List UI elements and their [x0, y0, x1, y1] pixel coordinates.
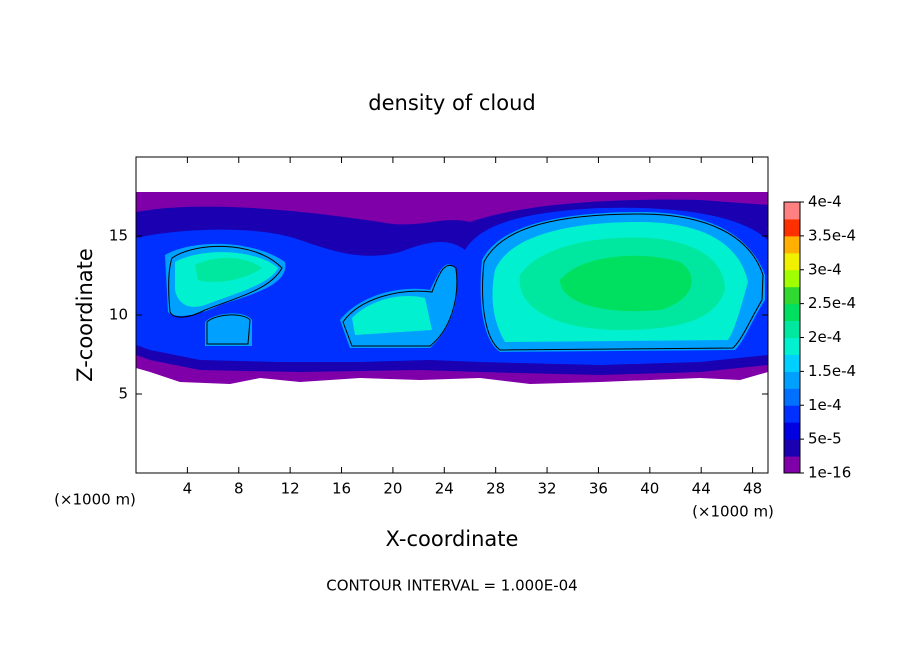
field: [136, 192, 768, 384]
colorbar-tick-label: 1.5e-4: [808, 362, 856, 380]
colorbar-tick-label: 3e-4: [808, 260, 842, 278]
chart-title: density of cloud: [368, 91, 535, 115]
colorbar-tick-label: 3.5e-4: [808, 226, 856, 244]
colorbar-swatch: [784, 456, 800, 474]
x-tick-label: 32: [538, 480, 557, 498]
x-axis-label: X-coordinate: [386, 527, 519, 551]
colorbar-swatch: [784, 371, 800, 389]
field-region: [195, 237, 725, 330]
colorbar-tick-label: 4e-4: [808, 193, 842, 211]
colorbar-tick-label: 1e-4: [808, 396, 842, 414]
colorbar-swatch: [784, 422, 800, 440]
x-tick-label: 12: [281, 480, 300, 498]
footer-note: CONTOUR INTERVAL = 1.000E-04: [326, 577, 577, 595]
colorbar-swatch: [784, 303, 800, 322]
contour-line: [342, 264, 458, 347]
y-tick-label: 15: [109, 227, 128, 245]
colorbar-swatch: [784, 269, 800, 288]
x-tick-label: 40: [640, 480, 659, 498]
colorbar-swatch: [784, 286, 800, 305]
contour-lines: [168, 213, 764, 351]
x-tick-label: 4: [183, 480, 193, 498]
x-tick-label: 36: [589, 480, 608, 498]
x-unit-label: (×1000 m): [54, 491, 136, 509]
colorbar-swatch: [784, 439, 800, 457]
contour-line: [168, 245, 283, 318]
x-tick-label: 16: [332, 480, 351, 498]
x-tick-label: 28: [486, 480, 505, 498]
y-tick-label: 10: [109, 306, 128, 324]
y-unit-label: (×1000 m): [692, 503, 774, 521]
colorbar-swatch: [784, 218, 800, 237]
y-axis-label: Z-coordinate: [73, 248, 97, 382]
x-tick-label: 20: [383, 480, 402, 498]
contour-line: [482, 213, 764, 351]
colorbar-swatch: [784, 405, 800, 423]
colorbar-tick-label: 2e-4: [808, 328, 842, 346]
colorbar-swatch: [784, 388, 800, 406]
y-tick-label: 5: [118, 385, 128, 403]
colorbar-swatch: [784, 354, 800, 372]
x-tick-label: 24: [435, 480, 454, 498]
colorbar-tick-label: 2.5e-4: [808, 294, 856, 312]
colorbar-swatch: [784, 337, 800, 355]
x-tick-label: 48: [743, 480, 762, 498]
contour-line: [206, 314, 251, 345]
colorbar-tick-label: 5e-5: [808, 430, 842, 448]
colorbar-swatch: [784, 320, 800, 338]
colorbar-swatch: [784, 202, 800, 220]
x-tick-label: 8: [234, 480, 244, 498]
field-region: [560, 255, 692, 312]
colorbar-swatch: [784, 252, 800, 271]
x-tick-label: 44: [692, 480, 711, 498]
colorbar-swatch: [784, 235, 800, 254]
colorbar-tick-label: 1e-16: [808, 464, 851, 482]
